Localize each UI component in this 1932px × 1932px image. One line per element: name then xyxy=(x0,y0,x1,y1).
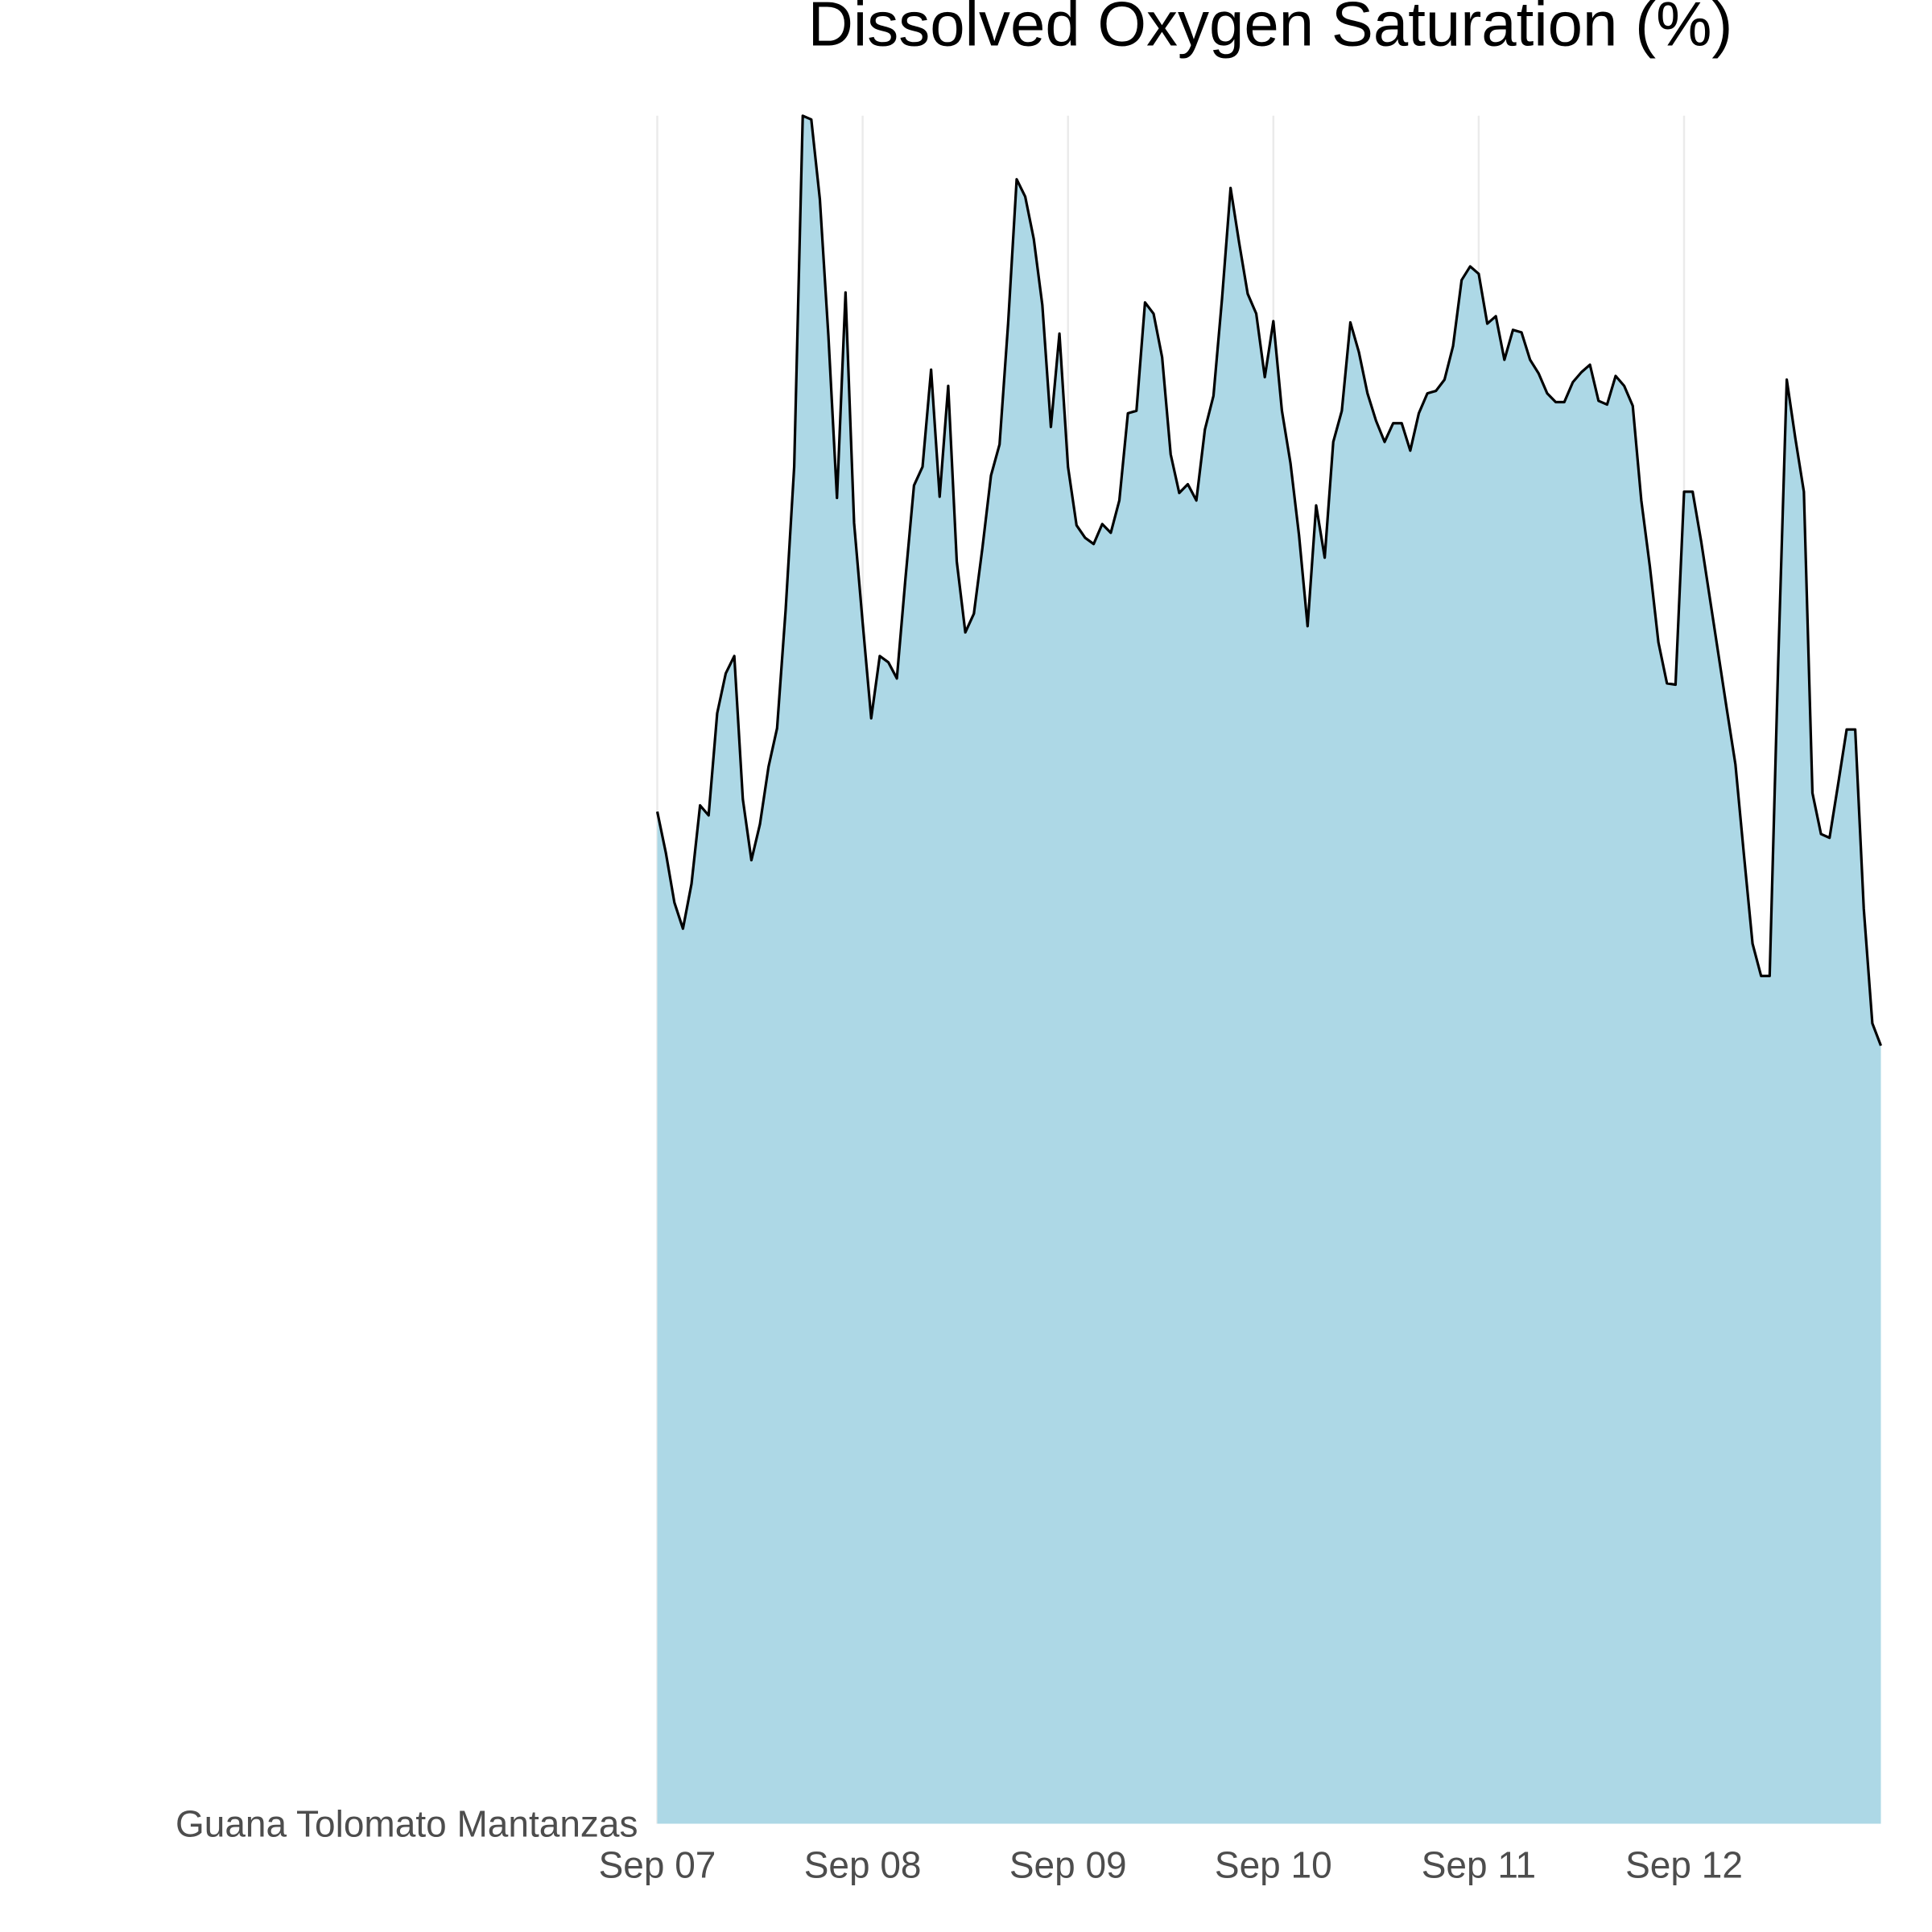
area-line xyxy=(655,114,1883,1046)
x-tick-label: Sep 11 xyxy=(1422,1844,1536,1886)
x-tick-label: Sep 12 xyxy=(1625,1844,1743,1886)
area-fill xyxy=(657,115,1881,1824)
chart-title: Dissolved Oxygen Saturation (%) xyxy=(808,0,1733,60)
x-tick-label: Sep 08 xyxy=(804,1844,922,1886)
category-label: Guana Tolomato Mantanzas xyxy=(175,1803,638,1845)
x-tick-label: Sep 09 xyxy=(1009,1844,1127,1886)
x-tick-label: Sep 10 xyxy=(1215,1844,1332,1886)
x-tick-label: Sep 07 xyxy=(599,1844,716,1886)
